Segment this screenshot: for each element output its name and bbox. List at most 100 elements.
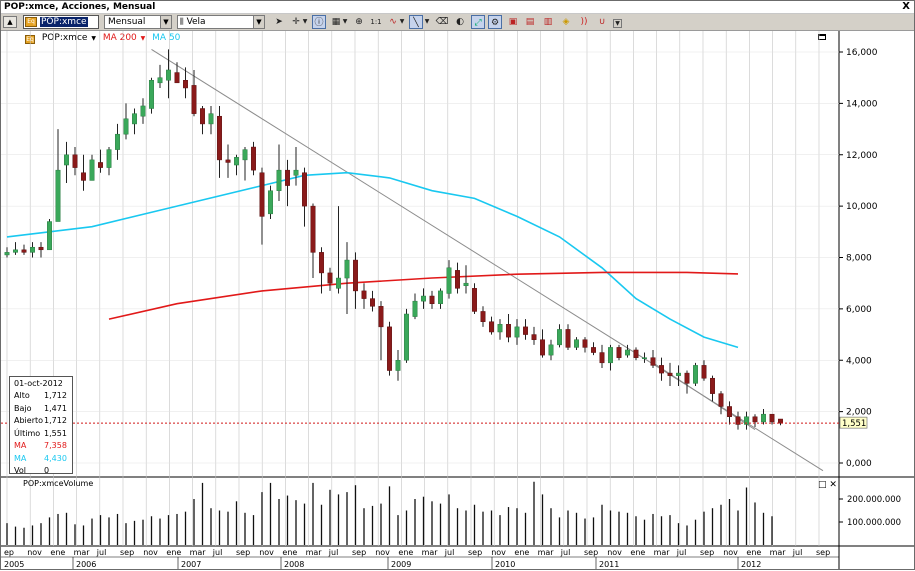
info-value: 1,712: [44, 416, 67, 425]
dropdown-icon[interactable]: ▼: [342, 18, 348, 25]
legend-ma200[interactable]: MA 200: [102, 33, 137, 43]
month-label: mar: [306, 548, 323, 557]
dropdown-icon[interactable]: ▼: [140, 35, 146, 42]
cursor-icon[interactable]: ➤: [275, 17, 283, 27]
candle: [404, 313, 409, 361]
candle: [778, 418, 783, 424]
candle: [599, 352, 605, 364]
info-value: 1,712: [44, 391, 67, 400]
month-label: ene: [514, 548, 529, 557]
month-label: nov: [723, 548, 738, 557]
dropdown-icon[interactable]: ▼: [399, 18, 405, 25]
candle: [191, 85, 197, 114]
bar-count-icon[interactable]: 1:1: [370, 18, 382, 26]
crosshair-icon[interactable]: ✛: [292, 17, 300, 27]
month-label: mar: [190, 548, 207, 557]
toolbar: ▲ Eq POP:xmce Mensual ▼ ⫼ Vela ▼ ➤ ✛ ▼ ⓘ…: [1, 14, 914, 31]
candle: [727, 406, 732, 418]
candle: [523, 326, 528, 335]
zoom-icon[interactable]: ⊕: [355, 17, 363, 27]
signal-icon[interactable]: )): [580, 17, 588, 27]
info-key: Abierto: [14, 416, 44, 425]
candle: [30, 246, 35, 253]
candle: [463, 282, 469, 287]
dropdown-icon[interactable]: ▼: [91, 35, 96, 42]
price-label: 6,000: [846, 305, 872, 315]
month-label: nov: [375, 548, 390, 557]
restore-icon[interactable]: □: [818, 480, 827, 490]
price-label: 10,000: [846, 202, 878, 212]
month-label: ene: [398, 548, 413, 557]
candle: [472, 288, 477, 312]
candle: [242, 149, 248, 161]
eraser-icon[interactable]: ⌫: [435, 17, 449, 27]
candle: [531, 334, 537, 340]
magnet-icon[interactable]: ∪: [598, 17, 606, 27]
candle: [438, 290, 443, 304]
month-label: sep: [120, 548, 134, 557]
toolbar-scroll-button[interactable]: ▲: [3, 16, 17, 28]
year-label: 2010: [495, 560, 515, 569]
drop-icon[interactable]: ◐: [456, 17, 464, 27]
candle: [412, 300, 418, 317]
candle: [285, 169, 290, 186]
info-value: 1,471: [44, 403, 67, 413]
candle: [769, 413, 775, 423]
trend-pen-icon[interactable]: ∿: [389, 17, 397, 27]
candle: [251, 146, 256, 171]
candle: [115, 133, 120, 150]
grid-icon[interactable]: ▦: [331, 17, 341, 27]
tile-icon[interactable]: ▤: [525, 17, 535, 27]
month-label: jul: [560, 548, 571, 557]
sound-icon[interactable]: ◈: [562, 17, 570, 27]
dropdown-icon[interactable]: ▼: [302, 18, 308, 25]
maximize-icon[interactable]: [818, 34, 826, 40]
info-value: 7,358: [44, 441, 67, 450]
price-label: 14,000: [846, 99, 878, 109]
volume-pane-buttons: □ ✕: [818, 481, 837, 490]
candle: [157, 77, 163, 84]
candle: [55, 169, 61, 222]
indicator-icon[interactable]: ⤢: [471, 15, 485, 29]
candle: [701, 365, 707, 379]
candle: [710, 377, 715, 394]
candle: [268, 190, 273, 215]
symbol-input[interactable]: Eq POP:xmce: [23, 15, 99, 29]
legend-symbol[interactable]: POP:xmce: [41, 33, 88, 43]
dropdown-icon[interactable]: ▼: [424, 18, 430, 25]
chevron-down-icon[interactable]: ▼: [253, 16, 264, 28]
copy-icon[interactable]: ▣: [508, 17, 518, 27]
candle: [616, 347, 622, 358]
candle: [744, 416, 749, 425]
more-icon[interactable]: ▼: [613, 19, 622, 28]
chevron-down-icon[interactable]: ▼: [160, 16, 171, 28]
info-icon[interactable]: ⓘ: [312, 15, 326, 29]
period-select[interactable]: Mensual ▼: [104, 15, 172, 29]
price-axis: 16,000 14,000 12,000 10,000 8,000 6,000 4,000 2…: [839, 48, 878, 469]
close-icon[interactable]: X: [902, 1, 910, 12]
window-icon[interactable]: ⚙: [488, 15, 502, 29]
title-bar: POP:xmce, Acciones, Mensual X: [1, 1, 914, 14]
candle: [361, 290, 367, 299]
year-label: 2005: [4, 560, 24, 569]
symbol-value: POP:xmce: [40, 17, 88, 27]
year-label: 2008: [284, 560, 304, 569]
info-key: MA: [14, 441, 27, 450]
candle: [557, 329, 562, 346]
candle: [21, 249, 27, 253]
candle: [166, 69, 171, 81]
candle: [327, 272, 333, 284]
candle: [735, 416, 741, 425]
candle: [353, 259, 358, 292]
close-pane-icon[interactable]: ✕: [829, 480, 837, 490]
chart-icon[interactable]: ▥: [543, 17, 553, 27]
candle: [259, 172, 265, 217]
chart-type-select[interactable]: ⫼ Vela ▼: [177, 15, 265, 29]
legend-ma50[interactable]: MA 50: [152, 33, 181, 43]
candle: [489, 321, 494, 333]
candle: [548, 344, 554, 356]
price-label: 0,000: [846, 459, 872, 469]
line-draw-icon[interactable]: ╲: [409, 15, 423, 29]
month-label: ene: [630, 548, 645, 557]
